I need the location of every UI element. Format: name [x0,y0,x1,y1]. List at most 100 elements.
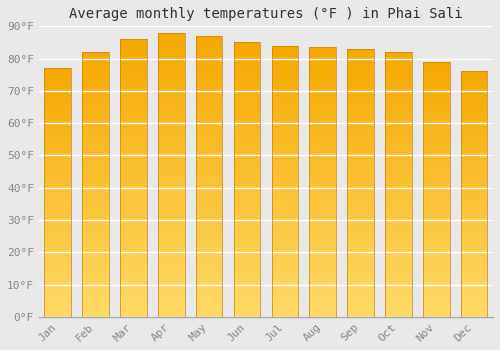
Bar [423,240,450,243]
Bar [272,249,298,252]
Bar [82,314,109,317]
Bar [196,224,222,227]
Bar [461,204,487,206]
Bar [461,297,487,300]
Bar [310,63,336,66]
Bar [423,258,450,261]
Bar [272,260,298,262]
Bar [423,82,450,85]
Bar [44,297,71,299]
Bar [234,141,260,144]
Bar [44,262,71,265]
Bar [234,97,260,100]
Bar [158,248,184,251]
Bar [158,126,184,129]
Bar [196,44,222,47]
Bar [196,306,222,308]
Bar [44,222,71,225]
Bar [461,125,487,128]
Bar [120,39,146,317]
Bar [310,142,336,144]
Bar [234,42,260,317]
Bar [348,207,374,210]
Bar [82,124,109,126]
Bar [385,57,411,60]
Bar [423,192,450,194]
Bar [196,199,222,202]
Bar [44,153,71,155]
Bar [120,253,146,256]
Bar [120,217,146,220]
Bar [82,176,109,179]
Bar [82,81,109,84]
Bar [234,229,260,232]
Bar [234,215,260,218]
Bar [461,177,487,180]
Bar [385,280,411,282]
Bar [120,298,146,300]
Bar [461,214,487,216]
Bar [385,208,411,211]
Bar [385,264,411,266]
Bar [120,89,146,92]
Bar [196,114,222,117]
Bar [272,279,298,281]
Bar [423,235,450,238]
Bar [385,52,411,317]
Bar [196,129,222,132]
Bar [120,81,146,84]
Bar [348,172,374,175]
Bar [272,141,298,143]
Bar [158,200,184,203]
Bar [234,278,260,281]
Bar [272,178,298,181]
Bar [82,232,109,235]
Bar [348,229,374,231]
Bar [44,250,71,252]
Bar [310,179,336,182]
Bar [461,309,487,312]
Bar [272,189,298,192]
Bar [348,51,374,54]
Bar [310,223,336,225]
Bar [196,36,222,317]
Bar [385,266,411,269]
Bar [234,108,260,111]
Bar [234,122,260,125]
Bar [234,100,260,103]
Bar [234,243,260,245]
Bar [272,103,298,105]
Bar [310,233,336,236]
Bar [120,236,146,239]
Bar [272,116,298,119]
Bar [272,214,298,217]
Bar [196,210,222,213]
Bar [310,250,336,252]
Bar [461,180,487,182]
Bar [158,257,184,260]
Bar [158,87,184,90]
Bar [120,314,146,317]
Bar [348,140,374,143]
Bar [423,172,450,174]
Bar [310,61,336,63]
Bar [234,226,260,229]
Bar [423,141,450,144]
Bar [44,76,71,78]
Bar [461,96,487,98]
Bar [272,78,298,81]
Bar [310,228,336,231]
Bar [461,91,487,93]
Bar [385,222,411,224]
Bar [196,36,222,39]
Bar [158,181,184,183]
Bar [82,282,109,285]
Bar [310,241,336,244]
Bar [423,301,450,304]
Bar [158,64,184,67]
Bar [272,56,298,59]
Bar [461,307,487,309]
Bar [44,120,71,123]
Bar [120,292,146,295]
Bar [310,239,336,241]
